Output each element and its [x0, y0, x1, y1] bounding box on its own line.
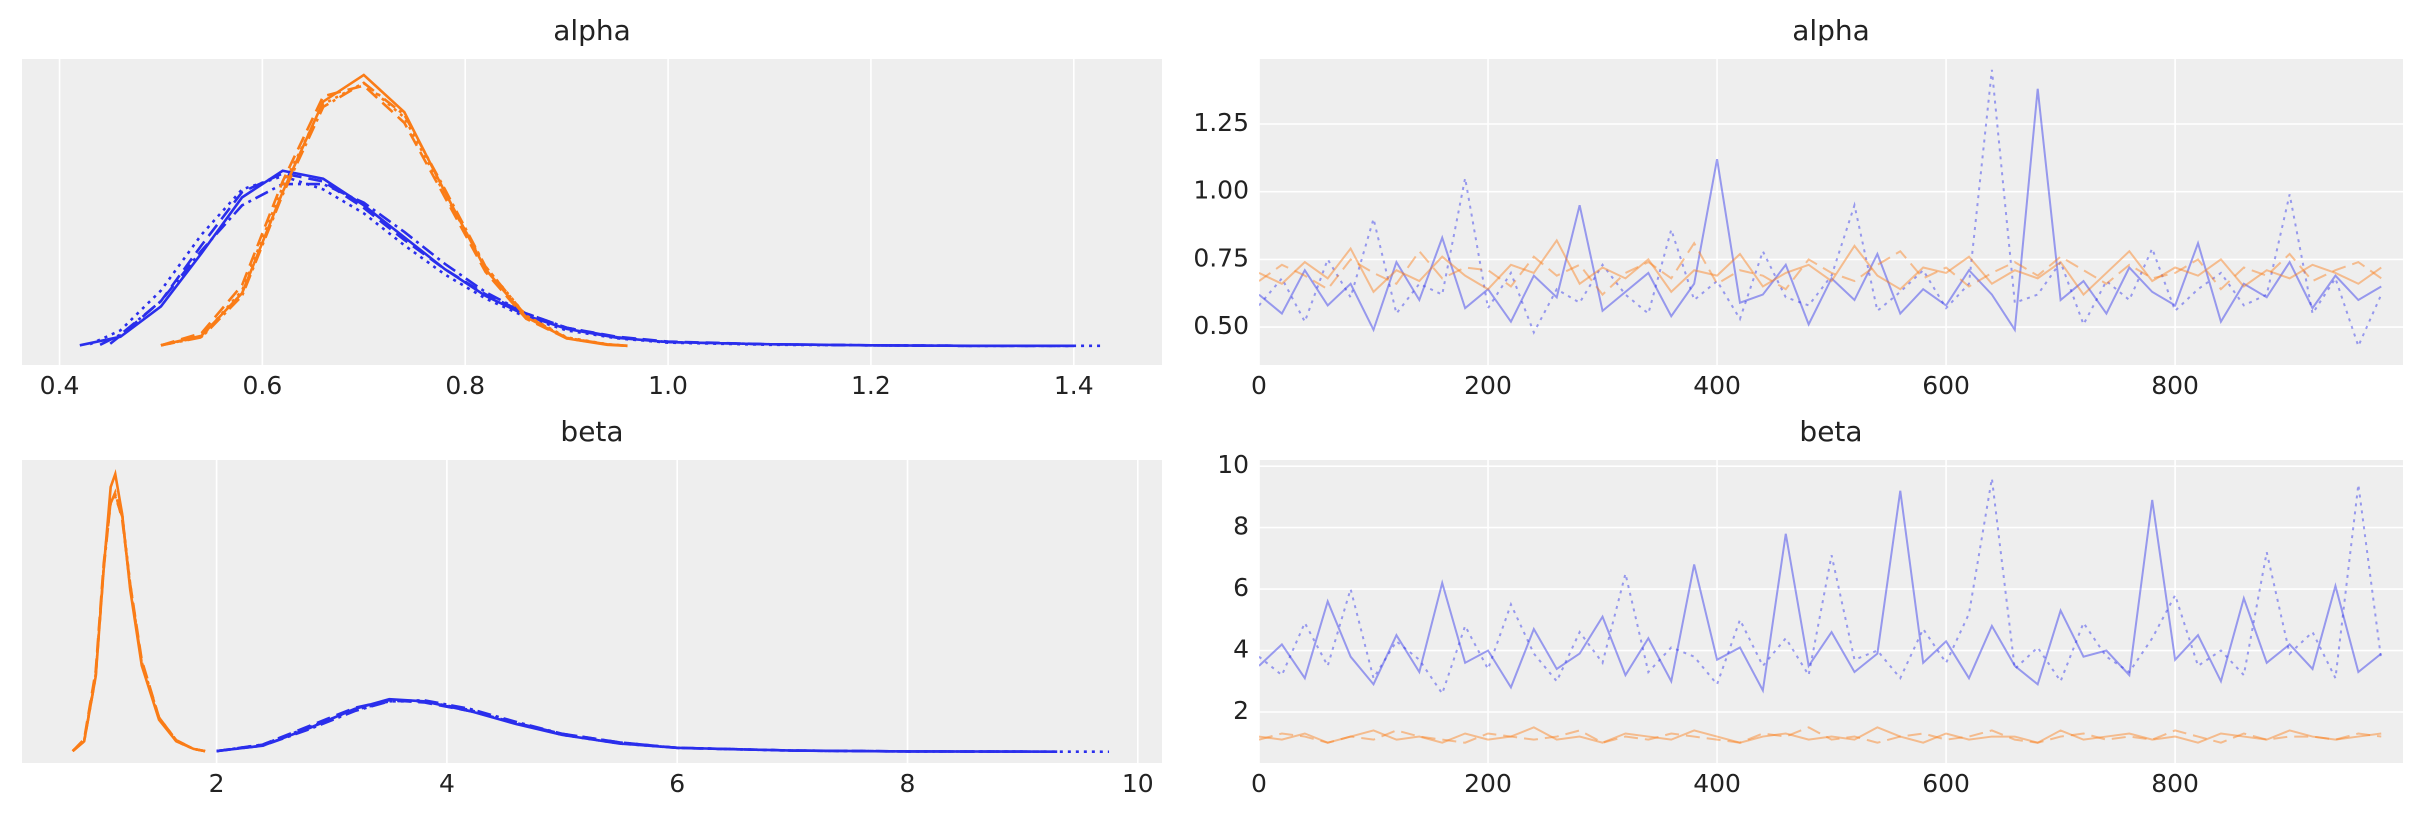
panel: alpha 0.4 0.6 0.8 1.0 1.2 1.4 — [22, 14, 1162, 400]
x-tick-label: 600 — [1922, 371, 1970, 400]
panel-title: alpha — [553, 14, 631, 47]
series-group — [1259, 69, 2383, 349]
y-tick-label: 0.75 — [1193, 243, 1249, 272]
kde-line — [71, 494, 206, 753]
x-tick-label: 2 — [209, 769, 225, 798]
series-group — [1259, 478, 2383, 744]
x-tick-label: 600 — [1922, 769, 1970, 798]
x-tick-label: 8 — [900, 769, 916, 798]
x-tick-label: 0.4 — [40, 371, 80, 400]
series-group — [71, 468, 1110, 754]
x-tick-label: 200 — [1464, 769, 1512, 798]
x-tick-label: 1.0 — [648, 371, 688, 400]
trace-line — [1259, 726, 2382, 744]
kde-line — [99, 182, 1074, 348]
x-tick-label: 800 — [2151, 371, 2199, 400]
x-tick-label: 400 — [1693, 769, 1741, 798]
x-tick-label: 4 — [439, 769, 455, 798]
x-tick-label: 0 — [1251, 371, 1267, 400]
x-tick-label: 400 — [1693, 371, 1741, 400]
panel: alpha 0 200 400 600 800 0.50 0.75 1.00 1.25 — [1193, 14, 2403, 400]
plot-area — [1259, 460, 2403, 763]
panel: beta 2 4 6 8 10 — [22, 415, 1162, 798]
trace-line — [1259, 69, 2383, 349]
y-tick-label: 6 — [1233, 573, 1249, 602]
y-tick-label: 2 — [1233, 696, 1249, 725]
plot-area — [22, 59, 1162, 365]
x-tick-label: 0.6 — [242, 371, 282, 400]
series-group — [79, 73, 1105, 348]
trace-line — [1259, 478, 2383, 696]
trace-line — [1259, 238, 2382, 297]
y-tick-label: 8 — [1233, 512, 1249, 541]
trace-line — [1259, 726, 2382, 744]
panel-title: alpha — [1792, 14, 1870, 47]
plot-area — [1259, 59, 2403, 365]
trace-line — [1259, 241, 2382, 297]
x-tick-label: 200 — [1464, 371, 1512, 400]
x-tick-label: 6 — [669, 769, 685, 798]
y-tick-label: 1.25 — [1193, 108, 1249, 137]
kde-line — [216, 698, 1046, 753]
panel-title: beta — [1799, 415, 1862, 448]
trace-line — [1259, 88, 2382, 333]
x-tick-label: 1.4 — [1054, 371, 1094, 400]
x-tick-label: 0 — [1251, 769, 1267, 798]
panel: beta 0 200 400 600 800 2 4 6 8 10 — [1217, 415, 2403, 798]
x-tick-label: 0.8 — [445, 371, 485, 400]
x-tick-label: 800 — [2151, 769, 2199, 798]
panel-title: beta — [560, 415, 623, 448]
y-tick-label: 4 — [1233, 635, 1249, 664]
trace-line — [1259, 490, 2382, 694]
x-tick-label: 10 — [1122, 769, 1154, 798]
plot-area — [22, 460, 1162, 763]
kde-line — [160, 81, 628, 348]
y-tick-label: 10 — [1217, 450, 1249, 479]
y-tick-label: 0.50 — [1193, 311, 1249, 340]
y-tick-label: 1.00 — [1193, 176, 1249, 205]
x-tick-label: 1.2 — [851, 371, 891, 400]
